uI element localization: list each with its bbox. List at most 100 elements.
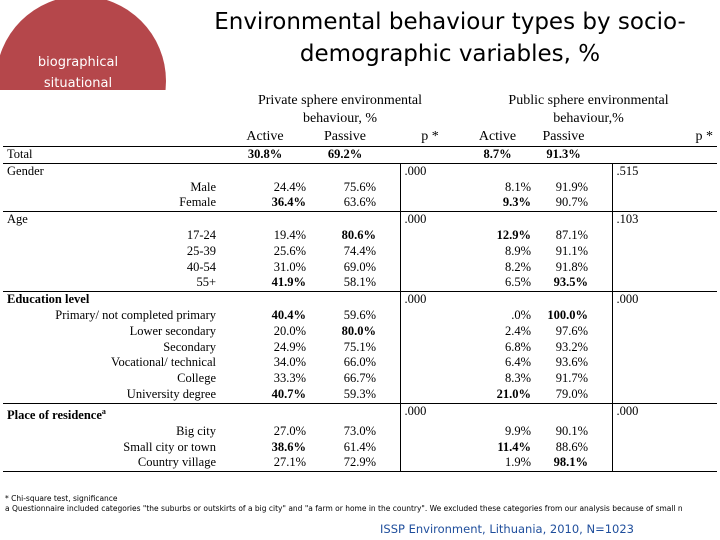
p-value-public: .515 [611, 162, 717, 180]
row-label: 25-39 [186, 243, 216, 258]
cell-public-passive: 90.7% [555, 195, 588, 210]
badge-line-situational: situational [43, 76, 113, 91]
cell-private-active: 30.8% [220, 146, 310, 164]
cell-public-passive: 79.0% [555, 386, 588, 401]
p-value-private: .000 [399, 162, 460, 180]
cell-public-active: 2.4% [504, 323, 531, 338]
cell-private-active: 40.7% [271, 386, 306, 401]
table-row: Lower secondary 20.0% 80.0% 2.4% 97.6% [3, 323, 717, 340]
table-row: Secondary 24.9% 75.1% 6.8% 93.2% [3, 339, 717, 356]
table-row: College 33.3% 66.7% 8.3% 91.7% [3, 371, 717, 387]
cell-private-passive: 75.6% [343, 179, 376, 194]
row-label: Total [3, 146, 220, 164]
footnote-a: a Questionnaire included categories "the… [5, 504, 683, 513]
col-public-p: p * [695, 129, 714, 144]
row-label: Lower secondary [129, 323, 216, 338]
cell-public-active: 6.8% [504, 339, 531, 354]
cell-private-passive: 80.6% [341, 227, 376, 242]
cell-public-passive: 93.5% [553, 275, 588, 290]
cell-public-active: 21.0% [496, 386, 531, 401]
row-label: College [177, 371, 216, 386]
badge-line-biographical: biographical [37, 55, 119, 70]
cell-private-passive: 63.6% [343, 195, 376, 210]
cell-private-passive: 69.2% [310, 146, 380, 164]
row-label: 40-54 [186, 259, 216, 274]
results-table: Private sphere environmental Public sphe… [3, 92, 717, 473]
p-value-private: .000 [399, 402, 460, 424]
cell-private-passive: 61.4% [343, 439, 376, 454]
cell-private-passive: 72.9% [310, 455, 380, 473]
private-sphere-subtitle: behaviour, % [302, 111, 378, 126]
cell-public-passive: 93.2% [555, 339, 588, 354]
col-private-active: Active [246, 129, 284, 144]
row-section-education: Education level .000 .000 [3, 291, 717, 308]
cell-private-active: 31.0% [273, 259, 306, 274]
cell-private-active: 36.4% [271, 195, 306, 210]
row-total: Total 30.8% 69.2% 8.7% 91.3% [3, 146, 717, 164]
cell-public-passive: 91.8% [555, 259, 588, 274]
row-label: 55+ [196, 275, 216, 290]
header-row-2: behaviour, % behaviour,% [3, 110, 717, 128]
cell-private-active: 38.6% [271, 439, 306, 454]
cell-public-passive: 91.9% [555, 179, 588, 194]
cell-public-passive: 100.0% [547, 307, 588, 322]
cell-public-active: 8.2% [504, 259, 531, 274]
table-row: Male 24.4% 75.6% 8.1% 91.9% [3, 179, 717, 196]
cell-private-active: 41.9% [271, 275, 306, 290]
header-row-1: Private sphere environmental Public sphe… [3, 92, 717, 110]
row-section-gender: Gender .000 .515 [3, 162, 717, 180]
cell-private-active: 33.3% [273, 371, 306, 386]
section-label: Place of residencea [3, 402, 220, 424]
row-label: 17-24 [186, 227, 216, 242]
cell-public-passive: 91.7% [555, 371, 588, 386]
col-private-passive: Passive [324, 129, 366, 144]
p-value-private: .000 [399, 291, 460, 308]
slide-title-line1: Environmental behaviour types by socio- [214, 9, 686, 35]
table-row: 55+ 41.9% 58.1% 6.5% 93.5% [3, 275, 717, 292]
p-value-private: .000 [399, 211, 460, 228]
cell-public-passive: 87.1% [555, 227, 588, 242]
cell-private-active: 25.6% [273, 243, 306, 258]
cell-public-active: 6.4% [504, 355, 531, 370]
cell-public-active: 6.5% [504, 275, 531, 290]
cell-private-passive: 69.0% [343, 259, 376, 274]
cell-public-active: 8.9% [504, 243, 531, 258]
cell-public-active: .0% [511, 307, 531, 322]
cell-private-passive: 58.1% [343, 275, 376, 290]
row-label: Female [179, 195, 216, 210]
cell-private-active: 40.4% [271, 307, 306, 322]
section-label: Age [3, 211, 220, 228]
row-label: Primary/ not completed primary [55, 307, 216, 322]
cell-private-passive: 73.0% [343, 423, 376, 438]
table-row: University degree 40.7% 59.3% 21.0% 79.0… [3, 386, 717, 404]
table-row: Primary/ not completed primary 40.4% 59.… [3, 307, 717, 324]
cell-private-passive: 59.6% [343, 307, 376, 322]
header-row-3: Active Passive p * Active Passive p * [3, 128, 717, 147]
row-label: Secondary [163, 339, 216, 354]
cell-public-passive: 88.6% [555, 439, 588, 454]
row-label: University degree [126, 386, 216, 401]
table-row: Country village 27.1% 72.9% 1.9% 98.1% [3, 455, 717, 473]
section-label: Gender [3, 162, 220, 180]
cell-public-active: 12.9% [496, 227, 531, 242]
table-row: 17-24 19.4% 80.6% 12.9% 87.1% [3, 227, 717, 244]
p-value-public: .000 [611, 291, 717, 308]
table-row: Big city 27.0% 73.0% 9.9% 90.1% [3, 423, 717, 440]
cell-public-active: 8.3% [504, 371, 531, 386]
cell-private-passive: 74.4% [343, 243, 376, 258]
source-note: ISSP Environment, Lithuania, 2010, N=102… [380, 522, 634, 536]
p-value-public: .000 [611, 402, 717, 424]
cell-private-passive: 66.0% [343, 355, 376, 370]
row-label: Male [190, 179, 216, 194]
public-sphere-title: Public sphere environmental [508, 93, 669, 108]
cell-private-active: 24.9% [273, 339, 306, 354]
row-section-age: Age .000 .103 [3, 211, 717, 228]
col-private-p: p * [421, 129, 439, 144]
col-public-active: Active [478, 129, 517, 144]
cell-public-active: 11.4% [497, 439, 531, 454]
cell-public-active: 1.9% [460, 455, 535, 473]
slide-title-line2: demographic variables, % [299, 41, 601, 67]
cell-public-passive: 93.6% [555, 355, 588, 370]
row-label: Country village [3, 455, 220, 473]
cell-public-active: 8.1% [504, 179, 531, 194]
